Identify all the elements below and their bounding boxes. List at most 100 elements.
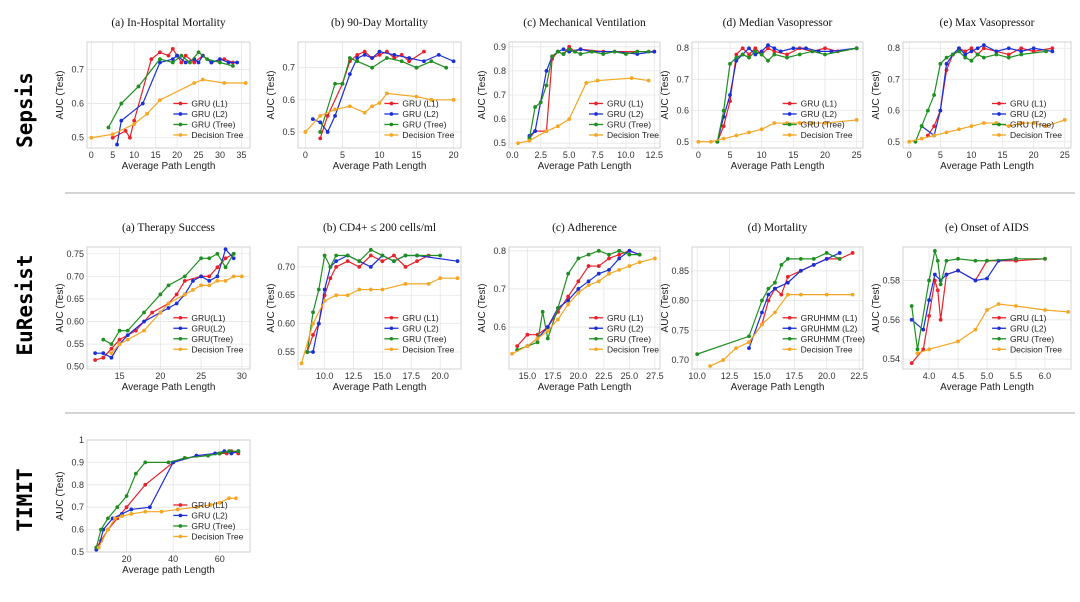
data-point xyxy=(380,287,385,292)
data-point xyxy=(328,264,333,269)
data-point xyxy=(994,49,999,54)
data-point xyxy=(938,282,943,287)
data-point xyxy=(823,52,827,57)
data-point xyxy=(957,49,961,54)
data-point xyxy=(734,52,739,57)
series-gru-tree xyxy=(527,47,651,141)
legend-marker xyxy=(389,122,394,127)
y-tick-label: 0.55 xyxy=(277,347,295,357)
data-point xyxy=(385,91,389,96)
series-gru-l2 xyxy=(909,256,1018,332)
data-point xyxy=(115,505,120,510)
data-point xyxy=(207,278,212,283)
data-point xyxy=(322,253,327,258)
y-tick-label: 0.56 xyxy=(882,315,900,325)
data-point xyxy=(166,460,171,465)
legend-marker xyxy=(389,336,394,341)
data-point xyxy=(299,361,304,366)
data-point xyxy=(322,299,327,303)
data-point xyxy=(208,503,213,507)
x-tick-label: 20.0 xyxy=(570,371,588,381)
x-tick-label: 7.5 xyxy=(591,150,604,160)
data-point xyxy=(773,310,777,315)
legend-entry: GRU (L1) xyxy=(191,98,228,108)
chart-panel-3: 0 5 10 15 20 25 0.5 0.6 0.7 0.8 (d) Median Vasopre… xyxy=(660,17,864,172)
data-point xyxy=(385,56,389,60)
data-point xyxy=(333,107,337,112)
data-point xyxy=(915,351,920,356)
data-point xyxy=(925,108,930,113)
legend: GRU (L1)GRU (L2)GRU (Tree)Decision Tree xyxy=(384,98,455,140)
legend: GRU (L1)GRU (L2)GRU (Tree)Decision Tree xyxy=(173,500,244,541)
data-point xyxy=(927,278,931,283)
data-point xyxy=(403,264,408,269)
y-tick-label: 0.5 xyxy=(493,138,506,148)
legend-marker xyxy=(389,101,394,106)
data-point xyxy=(785,52,789,57)
data-point xyxy=(392,52,397,57)
data-point xyxy=(415,253,419,258)
data-point xyxy=(322,287,327,292)
data-point xyxy=(561,47,566,52)
data-point xyxy=(576,279,581,284)
data-point xyxy=(652,49,657,54)
data-point xyxy=(368,247,373,252)
data-point xyxy=(123,129,128,133)
data-point xyxy=(957,127,961,132)
data-point xyxy=(174,292,179,297)
data-point xyxy=(109,346,114,351)
data-point xyxy=(1006,55,1011,60)
x-tick-label: 10.0 xyxy=(316,371,334,381)
data-point xyxy=(747,334,751,339)
data-point xyxy=(129,507,134,512)
data-point xyxy=(150,310,155,315)
data-point xyxy=(567,117,572,121)
data-point xyxy=(545,336,550,341)
data-point xyxy=(734,133,739,138)
data-point xyxy=(345,259,350,264)
data-point xyxy=(791,46,796,51)
data-point xyxy=(170,57,175,61)
data-point xyxy=(627,264,632,268)
legend: GRU (L1)GRU (L2)GRU (Tree)Decision Tree xyxy=(384,313,455,354)
data-point xyxy=(1050,49,1055,54)
x-axis-label: Average Path Length xyxy=(731,382,825,393)
x-axis-label: Average path Length xyxy=(122,565,215,576)
legend-entry: GRUHMM (L1) xyxy=(801,313,858,323)
legend-marker xyxy=(389,112,394,116)
legend-entry: GRU(L1) xyxy=(191,313,225,323)
data-point xyxy=(766,43,770,48)
legend-marker xyxy=(787,315,792,320)
legend-entry: GRU (Tree) xyxy=(801,119,845,129)
x-axis-label: Average Path Length xyxy=(538,382,632,393)
data-point xyxy=(617,248,622,253)
x-tick-label: 27.5 xyxy=(646,371,664,381)
data-point xyxy=(109,351,114,356)
data-point xyxy=(368,287,373,292)
series-decision-tree xyxy=(510,256,657,356)
data-point xyxy=(540,309,545,314)
data-point xyxy=(132,118,137,123)
legend: GRU (L1)GRU (L2)GRU (Tree)Decision Tree xyxy=(173,98,244,140)
data-point xyxy=(766,58,770,63)
data-point xyxy=(158,57,162,61)
x-tick-label: 15 xyxy=(788,150,798,160)
data-point xyxy=(166,53,171,58)
data-point xyxy=(215,278,220,283)
data-point xyxy=(797,121,802,125)
data-point xyxy=(316,287,321,292)
y-tick-label: 0.70 xyxy=(671,355,689,365)
data-point xyxy=(143,460,148,465)
data-point xyxy=(1019,121,1024,125)
data-point xyxy=(1006,124,1011,129)
x-tick-label: 15.0 xyxy=(753,371,771,381)
data-point xyxy=(708,364,713,368)
data-point xyxy=(377,49,382,54)
data-point xyxy=(527,138,532,143)
data-point xyxy=(772,121,777,125)
data-point xyxy=(944,55,949,60)
data-point xyxy=(932,124,937,129)
data-point xyxy=(652,256,657,261)
data-point xyxy=(215,274,220,279)
y-tick-label: 0.6 xyxy=(71,525,84,535)
